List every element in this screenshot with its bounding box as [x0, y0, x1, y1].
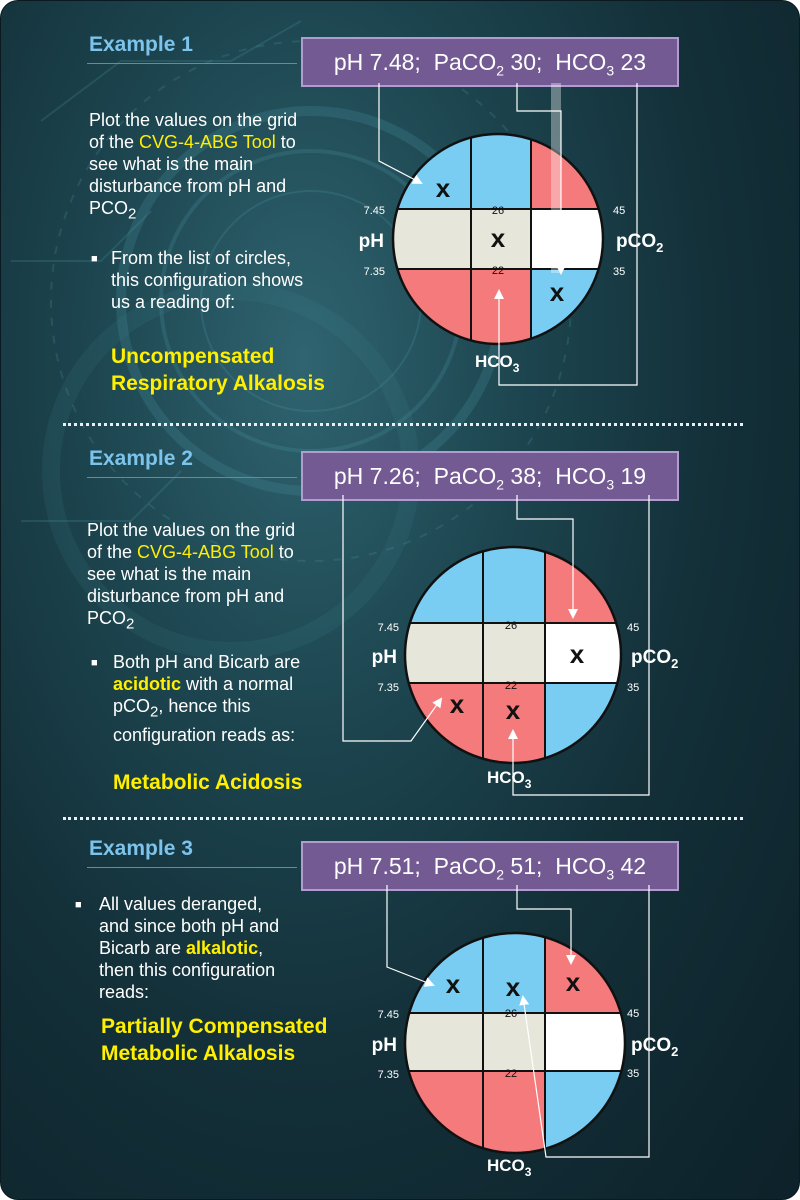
- hco3-high-label: 26: [492, 205, 504, 217]
- hco3-label: HCO: [555, 49, 607, 75]
- abg-grid-1: 7.45 7.35 26 22 45 35 pH pCO2 HCO3 x x x: [359, 83, 663, 386]
- bullet-icon: ■: [91, 253, 98, 265]
- hco3-label: HCO: [555, 463, 607, 489]
- abg-grid-3: 7.45 7.35 26 22 45 35 pH pCO2 HCO3 x x x: [372, 885, 678, 1179]
- pco2-low-label: 35: [627, 1068, 639, 1080]
- tool-name: CVG-4-ABG Tool: [137, 542, 274, 562]
- ph-high-label: 7.45: [364, 205, 385, 217]
- pco2-high-label: 45: [613, 205, 625, 217]
- hco3-low-label: 22: [505, 1068, 517, 1080]
- ph-low-label: 7.35: [378, 682, 399, 694]
- pco2-axis-label: pCO2: [616, 231, 663, 255]
- pco2-low-label: 35: [613, 266, 625, 278]
- example-3-title-underline: [87, 867, 297, 868]
- paco2-value: 51;: [504, 853, 543, 879]
- hco3-axis-label: HCO3: [475, 352, 520, 375]
- ph-value: pH 7.26;: [333, 463, 421, 489]
- pco2-high-label: 45: [627, 1008, 639, 1020]
- example-3-title: Example 3: [89, 837, 193, 860]
- hco3-axis-label: HCO3: [487, 768, 532, 791]
- plot-mark: x: [491, 223, 506, 253]
- connector-arrows: [342, 495, 650, 796]
- ph-value: pH 7.48;: [333, 49, 421, 75]
- plot-mark: x: [566, 967, 581, 997]
- ph-axis-label: pH: [372, 1035, 397, 1056]
- hco3-high-label: 26: [505, 620, 517, 632]
- ph-high-label: 7.45: [378, 1009, 399, 1021]
- bullet-icon: ■: [91, 657, 98, 669]
- bullet-icon: ■: [75, 899, 82, 911]
- ph-axis-label: pH: [359, 231, 384, 252]
- example-1-title: Example 1: [89, 33, 193, 56]
- ph-low-label: 7.35: [378, 1069, 399, 1081]
- example-3-conclusion: Partially Compensated Metabolic Alkalosis: [101, 1015, 328, 1065]
- section-divider: [63, 423, 743, 426]
- hco3-value: 42: [614, 853, 647, 879]
- tool-name: CVG-4-ABG Tool: [139, 132, 276, 152]
- plot-mark: x: [506, 972, 521, 1002]
- hco3-high-label: 26: [505, 1008, 517, 1020]
- hco3-label: HCO: [555, 853, 607, 879]
- example-1-intro: Plot the values on the grid of the CVG-4…: [89, 110, 298, 223]
- example-2-values-box: pH 7.26; PaCO2 38; HCO3 19: [301, 451, 679, 501]
- example-1-values-box: pH 7.48; PaCO2 30; HCO3 23: [301, 37, 679, 87]
- example-3-values-box: pH 7.51; PaCO2 51; HCO3 42: [301, 841, 679, 891]
- paco2-label: PaCO: [433, 49, 497, 75]
- example-2-title: Example 2: [89, 447, 193, 470]
- plot-mark: x: [570, 639, 585, 669]
- example-2-intro: Plot the values on the grid of the CVG-4…: [87, 520, 296, 633]
- pco2-axis-label: pCO2: [631, 1035, 678, 1059]
- ph-low-label: 7.35: [364, 266, 385, 278]
- plot-mark: x: [506, 695, 521, 725]
- ph-value: pH 7.51;: [333, 853, 421, 879]
- paco2-value: 38;: [504, 463, 543, 489]
- hco3-axis-label: HCO3: [487, 1156, 532, 1179]
- plot-mark: x: [550, 277, 565, 307]
- hco3-low-label: 22: [492, 265, 504, 277]
- hco3-value: 19: [614, 463, 647, 489]
- example-3-bullet: All values deranged, and since both pH a…: [99, 894, 280, 1002]
- plot-mark: x: [446, 969, 461, 999]
- pco2-low-label: 35: [627, 682, 639, 694]
- example-1-bullet: From the list of circles, this configura…: [111, 248, 304, 312]
- paco2-label: PaCO: [433, 463, 497, 489]
- abg-grid-2: 7.45 7.35 26 22 45 35 pH pCO2 HCO3 x x x: [342, 495, 678, 796]
- pco2-axis-label: pCO2: [631, 647, 678, 671]
- plot-mark: x: [450, 689, 465, 719]
- example-1-title-underline: [87, 63, 297, 64]
- hco3-value: 23: [614, 49, 647, 75]
- hco3-low-label: 22: [505, 680, 517, 692]
- connector-arrows: [386, 885, 650, 1158]
- paco2-value: 30;: [504, 49, 543, 75]
- plot-mark: x: [436, 173, 451, 203]
- example-2-conclusion: Metabolic Acidosis: [113, 771, 303, 794]
- example-1-conclusion: Uncompensated Respiratory Alkalosis: [111, 345, 325, 395]
- paco2-label: PaCO: [433, 853, 497, 879]
- example-2-bullet: Both pH and Bicarb are acidotic with a n…: [113, 652, 301, 745]
- example-2-title-underline: [87, 477, 297, 478]
- connector-arrows: [378, 83, 638, 386]
- section-divider: [63, 817, 743, 820]
- ph-high-label: 7.45: [378, 622, 399, 634]
- ph-axis-label: pH: [372, 647, 397, 668]
- pco2-high-label: 45: [627, 622, 639, 634]
